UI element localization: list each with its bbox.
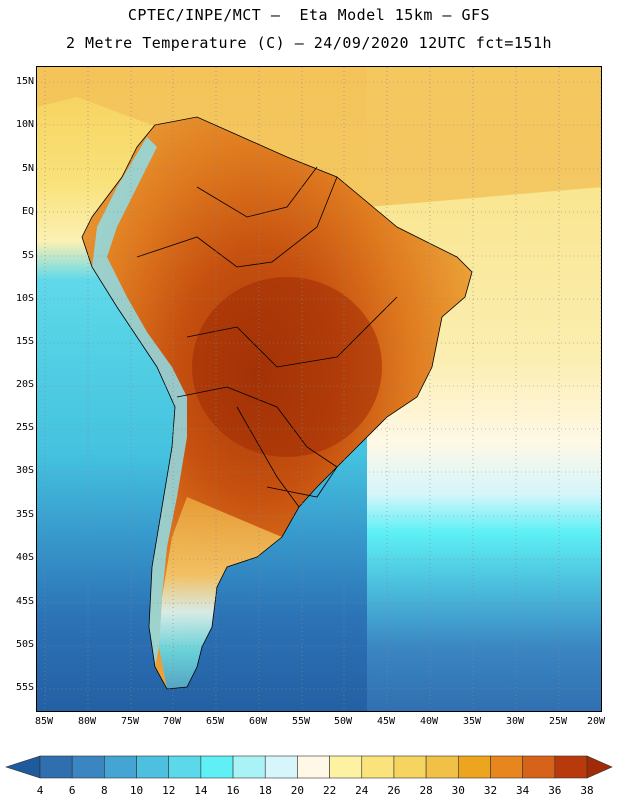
- lon-label: 75W: [120, 716, 140, 727]
- lat-label: 45S: [15, 596, 34, 607]
- colorbar-swatch: [71, 755, 105, 779]
- hot-core-region: [192, 277, 382, 457]
- lon-label: 40W: [419, 716, 439, 727]
- colorbar-label: 36: [548, 784, 562, 797]
- colorbar-swatch: [361, 755, 395, 779]
- colorbar-label: 26: [387, 784, 401, 797]
- tropical-north-band: [37, 67, 601, 207]
- lon-label: 80W: [77, 716, 97, 727]
- colorbar-arrow-high: [586, 755, 613, 779]
- chart-title-line2: 2 Metre Temperature (C) – 24/09/2020 12U…: [65, 34, 553, 52]
- colorbar-arrow-low: [5, 755, 41, 779]
- colorbar-swatch: [554, 755, 588, 779]
- map-canvas: [37, 67, 601, 711]
- lat-label: 40S: [15, 552, 34, 563]
- lat-label: 5S: [21, 250, 34, 261]
- colorbar-label: 10: [129, 784, 144, 797]
- lat-label: 20S: [15, 379, 34, 390]
- colorbar-label: 32: [483, 784, 498, 797]
- lat-label: 50S: [15, 639, 34, 650]
- colorbar-swatch: [425, 755, 459, 779]
- colorbar-label: 16: [226, 784, 240, 797]
- andes-cool-band: [92, 137, 187, 667]
- lat-label: 35S: [15, 509, 34, 520]
- lat-label: 55S: [15, 682, 34, 693]
- lon-label: 60W: [248, 716, 268, 727]
- color-scale-bar: [5, 755, 613, 779]
- colorbar-swatch: [522, 755, 556, 779]
- lon-label: 70W: [162, 716, 182, 727]
- colorbar-label: 30: [451, 784, 465, 797]
- lat-label: 15N: [15, 76, 34, 87]
- lon-label: 30W: [505, 716, 525, 727]
- lat-label: 25S: [15, 422, 34, 433]
- colorbar-swatch: [168, 755, 202, 779]
- colorbar-label: 22: [322, 784, 337, 797]
- colorbar-label: 28: [419, 784, 433, 797]
- colorbar-label: 38: [580, 784, 594, 797]
- country-borders: [81, 116, 473, 690]
- lat-label: EQ: [21, 206, 34, 217]
- lat-label: 5N: [21, 163, 34, 174]
- lon-label: 50W: [333, 716, 353, 727]
- colorbar-label: 18: [258, 784, 272, 797]
- lat-label: 30S: [15, 465, 34, 476]
- colorbar-swatch: [490, 755, 523, 779]
- colorbar-swatch: [457, 755, 491, 779]
- colorbar-label: 34: [516, 784, 530, 797]
- colorbar-swatch: [104, 755, 137, 779]
- lon-label: 20W: [586, 716, 606, 727]
- lon-label: 55W: [291, 716, 311, 727]
- colorbar-label: 4: [36, 784, 44, 797]
- lon-label: 45W: [376, 716, 396, 727]
- colorbar-label: 12: [162, 784, 176, 797]
- chart-title-line1: CPTEC/INPE/MCT – Eta Model 15km – GFS: [127, 6, 491, 24]
- lat-label: 15S: [15, 336, 34, 347]
- colorbar-label: 24: [355, 784, 369, 797]
- lat-label: 10N: [15, 119, 34, 130]
- colorbar-swatch: [329, 755, 363, 779]
- lon-label: 35W: [462, 716, 482, 727]
- temperature-map: [36, 66, 602, 712]
- colorbar-swatch: [297, 755, 330, 779]
- colorbar-swatch: [39, 755, 73, 779]
- colorbar-label: 8: [101, 784, 108, 797]
- lon-label: 65W: [205, 716, 225, 727]
- patagonia-region: [159, 497, 282, 689]
- colorbar-label: 20: [290, 784, 305, 797]
- colorbar-swatch: [393, 755, 427, 779]
- colorbar-label: 6: [68, 784, 76, 797]
- colorbar-swatch: [200, 755, 234, 779]
- colorbar-swatch: [232, 755, 266, 779]
- lon-label: 85W: [34, 716, 54, 727]
- lon-label: 25W: [548, 716, 568, 727]
- lat-label: 10S: [15, 293, 34, 304]
- colorbar-label: 14: [194, 784, 208, 797]
- colorbar-swatch: [264, 755, 298, 779]
- colorbar-swatch: [136, 755, 170, 779]
